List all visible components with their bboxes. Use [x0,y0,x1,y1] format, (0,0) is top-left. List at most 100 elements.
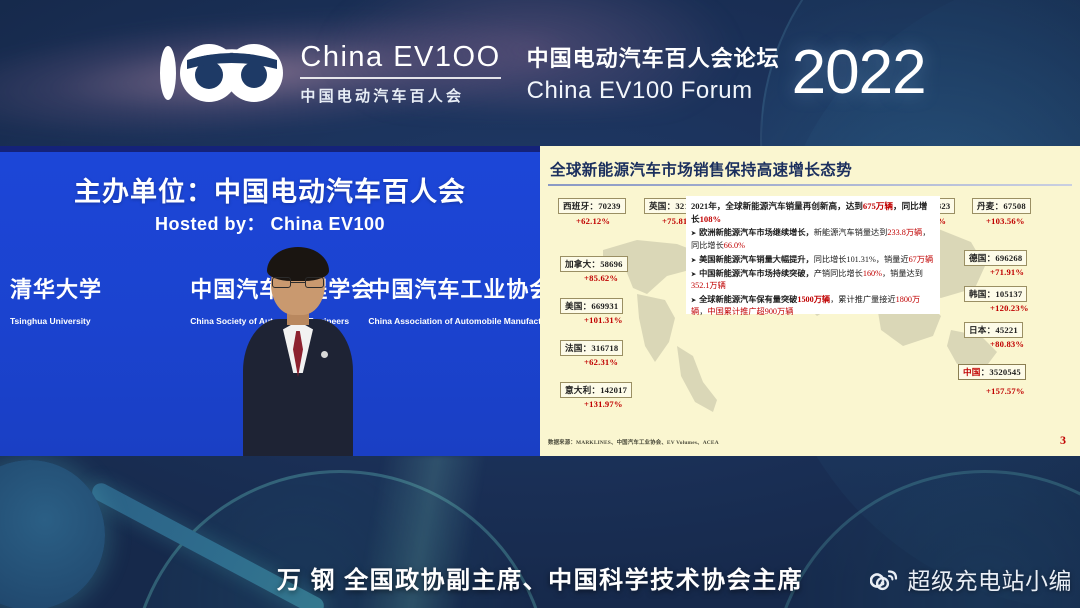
bullet-part-highlight: 66.0% [723,240,745,250]
co-organizer-name-cn: 清华大学 [10,277,103,302]
callout-lead-part1: 2021年，全球新能源汽车销量再创新高，达到 [691,201,863,211]
forum-title-chinese: 中国电动汽车百人会论坛 [526,46,780,71]
stage-camera-feed: 主办单位：中国电动汽车百人会 Hosted by： China EV100 清华… [0,146,540,456]
channel-watermark: 超级充电站小编 [869,562,1073,596]
backdrop-top-edge [0,146,540,152]
speaker-glasses [272,277,324,288]
country-name: 日本 [969,325,987,335]
callout-bullet: 全球新能源汽车保有量突破1500万辆，累计推广量接近1800万辆，中国累计推广超… [691,294,935,318]
speaker-caption-text: 万 钢 全国政协副主席、中国科学技术协会主席 [276,566,804,594]
country-value: 58696 [600,259,623,269]
country-name: 法国 [565,343,583,353]
channel-watermark-text: 超级充电站小编 [907,568,1072,594]
logo-wordmark: China EV1OO 中国电动汽车百人会 [300,41,501,106]
speaker-hair [267,247,329,281]
callout-bullet: 欧洲新能源汽车市场继续增长，新能源汽车销量达到233.8万辆，同比增长66.0% [691,227,935,251]
forum-year: 2022 [791,37,927,107]
country-value: 316718 [591,343,619,353]
growth-pct: +75.81% [662,216,697,226]
logo-english-name: China EV1OO [300,41,501,79]
country-name: 西班牙 [563,201,590,211]
country-value: 142017 [600,385,628,395]
co-organizer-item: 清华大学 Tsinghua University [10,272,182,326]
forum-title-text: 中国电动汽车百人会论坛 China EV100 Forum [527,41,780,105]
growth-pct: +131.97% [584,399,623,409]
country-value: 3520545 [989,367,1021,377]
bullet-part: 新能源汽车销量达到 [813,228,888,238]
bullet-part-highlight: 1800万辆 [691,295,921,317]
country-name: 中国 [963,367,981,377]
bullet-part-highlight: 233.8万辆 [887,228,923,238]
data-box: 德国：696268 [964,250,1028,266]
bullet-part: ，同比增长 [691,228,931,250]
logo-chinese-name: 中国电动汽车百人会 [300,87,465,105]
country-name: 加拿大 [565,259,592,269]
growth-pct: +120.23% [990,303,1029,313]
speaker-figure [243,247,353,456]
growth-pct: +103.56% [986,216,1025,226]
country-value: 70239 [598,201,621,211]
host-organizer-title: 主办单位：中国电动汽车百人会 [74,177,466,207]
forum-title-english: China EV100 Forum [526,77,753,104]
data-box-china: 中国：3520545 [958,364,1026,380]
glasses-lens-left [272,277,291,288]
bullet-part: 欧洲新能源汽车市场继续增长， [699,228,814,238]
presentation-slide: 全球新能源汽车市场销售保持高速增长态势 西班牙：70239 [540,146,1080,456]
callout-lead-highlight1: 675万辆 [862,201,893,211]
growth-pct: +80.83% [990,339,1025,349]
glasses-bridge [291,282,305,283]
data-box: 法国：316718 [560,340,624,356]
slide-title-underline [548,184,1072,186]
callout-bullet: 中国新能源汽车市场持续突破，产销同比增长160%，销量达到 352.1万辆 [691,268,935,292]
country-name: 美国 [565,301,583,311]
slide-page-number: 3 [1060,433,1066,447]
country-name: 德国 [969,253,987,263]
country-name: 英国 [649,201,667,211]
host-organizer-subtitle: Hosted by： China EV100 [154,214,386,234]
data-box: 意大利：142017 [560,382,633,398]
country-name: 韩国 [969,289,987,299]
bullet-part: ，销量达到 [881,268,923,278]
bullet-part-highlight: 160% [862,268,882,278]
weibo-icon [869,570,897,591]
speaker-tie [293,331,303,377]
data-box: 加拿大：58696 [560,256,628,272]
data-box: 美国：669931 [560,298,624,314]
growth-pct: +71.91% [990,267,1025,277]
bullet-part: 中国新能源汽车市场持续突破， [699,268,814,278]
china-ev100-logo-group: China EV1OO 中国电动汽车百人会 [154,41,501,106]
callout-lead-part2: ，同比增长 [691,201,928,224]
bullet-part: 产销同比增长 [813,268,863,278]
forum-title-group: 中国电动汽车百人会论坛 China EV100 Forum 2022 [527,37,927,107]
bullet-part: 全球新能源汽车保有量突破 [699,295,798,305]
data-box: 日本：45221 [964,322,1023,338]
speaker-lapel-badge [321,351,328,358]
bullet-part: ，累计推广量接近 [830,295,896,305]
ev100-infinity-logo-icon [160,44,284,102]
country-value: 45221 [995,325,1018,335]
bullet-part-highlight: 352.1万辆 [691,281,726,290]
country-value: 67508 [1003,201,1026,211]
data-box: 丹麦：67508 [972,198,1031,214]
bullet-part-highlight: 1500万辆 [797,295,831,305]
callout-lead-highlight2: 108% [699,213,722,224]
growth-pct: +101.31% [584,315,623,325]
slide-data-source: 数据来源：MARKLINES、中国汽车工业协会、EV Volumes、ACEA [548,440,719,446]
country-value: 696268 [995,253,1023,263]
co-organizer-name-cn: 中国汽车工业协会 [368,277,540,302]
speaker-caption-band: 万 钢 全国政协副主席、中国科学技术协会主席 [0,546,1080,608]
country-name: 意大利 [565,385,592,395]
content-row: 主办单位：中国电动汽车百人会 Hosted by： China EV100 清华… [0,146,1080,456]
slide-title: 全球新能源汽车市场销售保持高速增长态势 [550,162,853,179]
data-box: 韩国：105137 [964,286,1028,302]
country-value: 669931 [591,301,619,311]
bullet-part: 美国新能源汽车销量大幅提升， [699,254,814,264]
country-value: 105137 [995,289,1023,299]
growth-pct: +157.57% [986,386,1025,396]
data-box: 西班牙：70239 [558,198,626,214]
growth-pct: +85.62% [584,273,619,283]
co-organizer-name-en: Tsinghua University [10,316,91,326]
country-name: 丹麦 [977,201,995,211]
growth-pct: +62.31% [584,357,619,367]
